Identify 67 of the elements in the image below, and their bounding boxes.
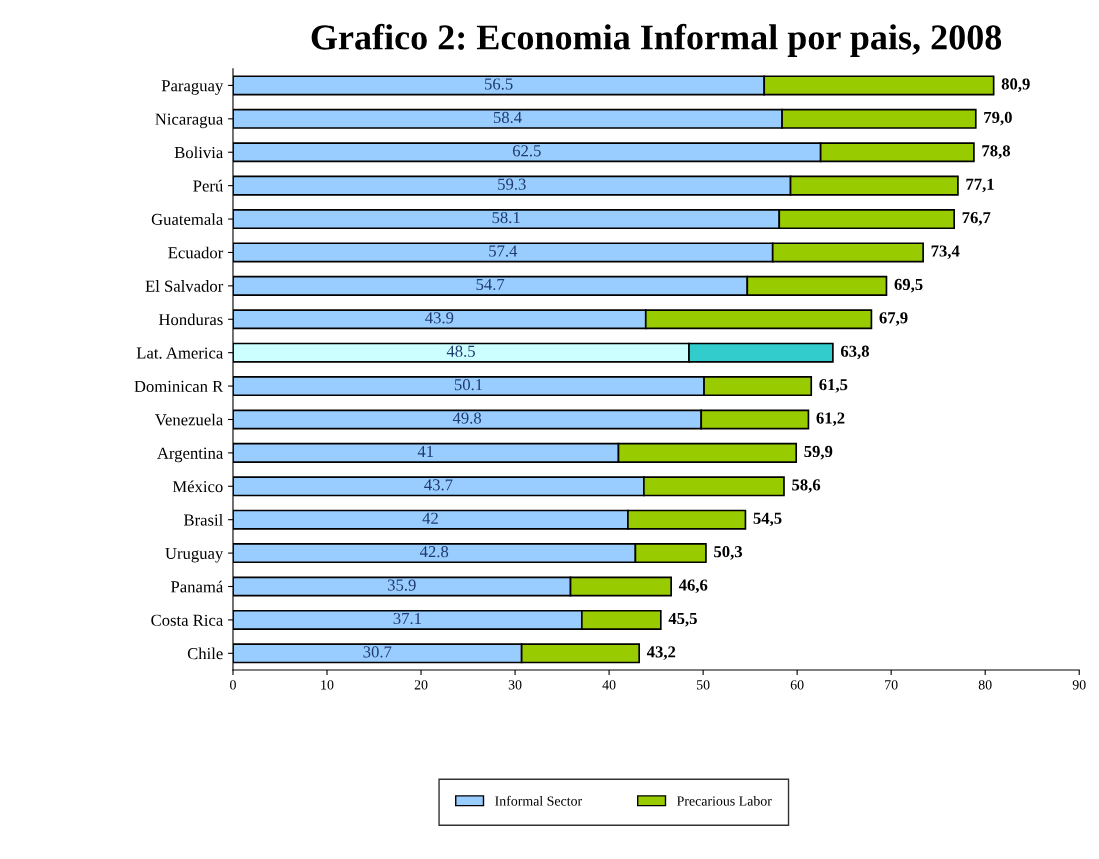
data-label: 62.5 (512, 145, 541, 157)
x-tick-label: 70 (885, 680, 898, 690)
chart-title: Grafico 2: Economia Informal por pais, 2008 (311, 23, 1002, 57)
data-label: 54.7 (476, 278, 505, 291)
data-label: 58.1 (492, 211, 520, 224)
total-label: 73,4 (931, 245, 960, 260)
data-label: 43.7 (424, 479, 453, 491)
data-label: 58.4 (493, 111, 522, 124)
y-tick-label: Dominican R (134, 380, 224, 393)
data-label: 49.8 (452, 412, 482, 424)
y-tick-label: Uruguay (165, 547, 224, 563)
total-label: 78,8 (982, 145, 1011, 159)
total-label: 67,9 (879, 312, 908, 326)
data-label: 41 (417, 445, 434, 457)
x-tick-label: 90 (1072, 680, 1086, 690)
data-label: 43.9 (425, 312, 454, 324)
y-tick-label: Venezuela (154, 413, 224, 426)
total-label: 59,9 (804, 445, 833, 460)
y-tick-label: Nicaragua (155, 113, 224, 129)
total-label: 79,0 (984, 111, 1012, 126)
y-tick-label: Argentina (157, 447, 224, 463)
y-tick-label: Chile (187, 647, 223, 660)
total-label: 63,8 (840, 345, 870, 360)
y-tick-label: El Salvador (145, 280, 224, 292)
y-tick-label: México (172, 480, 223, 493)
data-label: 56.5 (485, 78, 513, 90)
x-tick-label: 60 (790, 680, 804, 690)
data-label: 57.4 (489, 245, 518, 257)
total-label: 58,6 (792, 479, 821, 493)
x-tick-label: 30 (508, 680, 522, 690)
y-tick-label: Brasil (183, 513, 223, 526)
total-label: 77,1 (966, 178, 994, 193)
total-label: 50,3 (714, 546, 743, 560)
y-tick-label: Lat. America (136, 347, 224, 359)
y-tick-label: Bolivia (174, 146, 224, 159)
data-label: 37.1 (393, 612, 421, 625)
data-label: 59.3 (498, 178, 526, 190)
x-tick-label: 40 (602, 680, 616, 690)
data-label: 42.8 (419, 546, 449, 558)
total-label: 61,5 (819, 379, 848, 393)
x-tick-label: 20 (414, 680, 428, 690)
y-tick-label: Paraguay (161, 80, 224, 95)
data-label: 48.5 (446, 345, 475, 357)
y-tick-label: Panamá (170, 580, 224, 593)
total-label: 69,5 (894, 278, 923, 293)
legend-label: Informal Sector (495, 795, 583, 806)
y-tick-label: Guatemala (151, 213, 224, 225)
total-label: 61,2 (816, 412, 845, 427)
total-label: 46,6 (678, 579, 708, 594)
data-label: 50.1 (454, 379, 483, 391)
y-tick-label: Costa Rica (151, 614, 224, 626)
total-label: 76,7 (962, 212, 991, 226)
total-label: 45,5 (668, 612, 697, 627)
total-label: 43,2 (646, 646, 676, 660)
x-tick-label: 50 (696, 680, 710, 690)
y-tick-label: Honduras (158, 313, 223, 326)
total-label: 80,9 (1001, 78, 1030, 93)
data-label: 30.7 (363, 646, 392, 658)
x-tick-label: 80 (978, 680, 992, 690)
y-tick-label: Ecuador (168, 246, 224, 259)
x-tick-label: 10 (321, 680, 334, 690)
data-label: 42 (422, 512, 438, 524)
y-tick-label: Perú (193, 179, 223, 192)
data-label: 35.9 (387, 579, 416, 591)
x-tick-label: 0 (230, 680, 236, 690)
legend-label: Precarious Labor (677, 795, 772, 806)
total-label: 54,5 (753, 512, 782, 527)
